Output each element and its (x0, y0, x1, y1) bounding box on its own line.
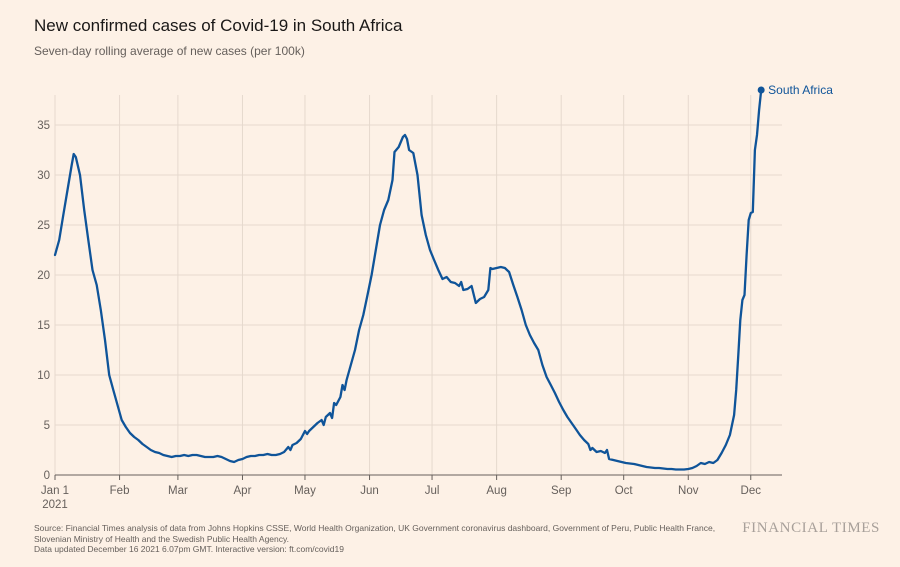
y-tick-label-25: 25 (37, 220, 50, 232)
x-tick-label-9: Oct (615, 485, 634, 497)
x-tick-label-8: Sep (551, 485, 571, 497)
publisher-wordmark: FINANCIAL TIMES (742, 520, 880, 536)
x-tick-label-2: Mar (168, 485, 188, 497)
chart-title: New confirmed cases of Covid-19 in South… (34, 16, 403, 35)
y-tick-label-20: 20 (37, 270, 50, 282)
axes: 0 5 10 15 20 25 30 35 Jan 1 2021 Feb Mar Apr May Jun Ju… (37, 120, 782, 511)
y-tick-label-30: 30 (37, 170, 50, 182)
x-tick-label-5: Jun (360, 485, 379, 497)
series-line-0 (53, 88, 763, 471)
source-line-2: Slovenian Ministry of Health and the Swe… (34, 533, 289, 544)
x-tick-label-11: Dec (741, 485, 762, 497)
chart-subtitle: Seven-day rolling average of new cases (… (34, 44, 305, 58)
y-tick-label-35: 35 (37, 120, 50, 132)
x-tick-sublabel-0: 2021 (42, 499, 68, 511)
x-tick-label-10: Nov (678, 485, 699, 497)
gridlines (54, 95, 782, 475)
source-line-3: Data updated December 16 2021 6.07pm GMT… (34, 544, 344, 554)
x-tick-label-7: Aug (486, 485, 506, 497)
source-line-1: Source: Financial Times analysis of data… (34, 523, 716, 533)
x-tick-label-4: May (294, 485, 316, 497)
y-tick-label-5: 5 (44, 420, 50, 432)
source-note: Source: Financial Times analysis of data… (34, 523, 734, 555)
y-tick-label-0: 0 (44, 470, 50, 482)
series-layer: South Africa (53, 83, 833, 471)
x-tick-label-6: Jul (425, 485, 440, 497)
x-tick-label-0: Jan 1 (41, 485, 69, 497)
x-tick-label-3: Apr (234, 485, 252, 497)
series-end-marker-0 (757, 86, 765, 94)
series-label-0: South Africa (768, 83, 833, 97)
x-tick-label-1: Feb (110, 485, 130, 497)
line-chart: 0 5 10 15 20 25 30 35 Jan 1 2021 Feb Mar Apr May Jun Ju… (37, 83, 833, 511)
y-tick-label-10: 10 (37, 370, 50, 382)
y-tick-label-15: 15 (37, 320, 50, 332)
